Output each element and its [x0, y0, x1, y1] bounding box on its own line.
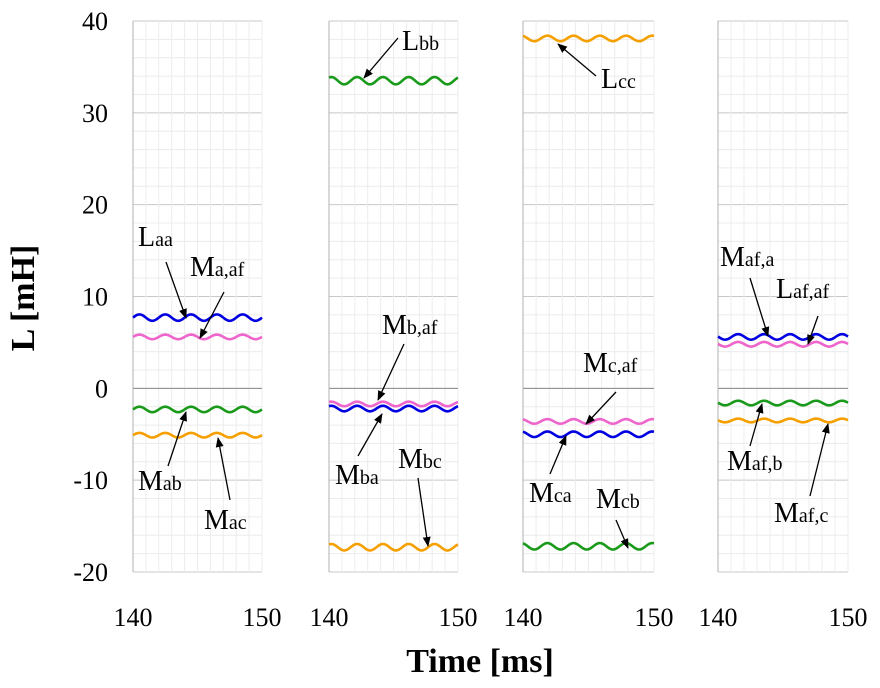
annotation-label: Laf,af	[776, 274, 830, 305]
y-tick-label: 20	[82, 191, 108, 220]
series-line-maf-b	[717, 399, 849, 407]
annotation-label: Maf,a	[720, 242, 774, 273]
series-line-lcc	[522, 34, 655, 43]
y-tick-label: -10	[73, 466, 108, 495]
axis-layer	[132, 21, 848, 572]
annotation-arrow	[167, 411, 187, 467]
x-tick-label: 150	[635, 603, 674, 632]
annotation-label: Laa	[138, 222, 173, 253]
y-tick-label: 0	[95, 374, 108, 403]
annotation-arrow	[199, 291, 225, 339]
y-tick-label: 40	[82, 7, 108, 36]
series-line-mba	[328, 404, 459, 413]
series-line-laa	[132, 313, 263, 323]
y-tick-label: 10	[82, 283, 108, 312]
annotation-label: Mac	[204, 505, 247, 536]
series-line-mac	[132, 431, 263, 439]
annotation-label: Ma,af	[190, 252, 245, 283]
annotation-arrow	[165, 261, 187, 319]
annotation-label: Mbc	[398, 444, 442, 475]
x-tick-label: 150	[829, 603, 868, 632]
x-tick-label: 150	[243, 603, 282, 632]
series-line-mab	[132, 405, 263, 414]
x-axis-title: Time [ms]	[406, 643, 554, 680]
series-line-mbc	[328, 542, 459, 552]
annotation-label: Maf,c	[774, 498, 828, 529]
x-tick-label: 140	[504, 603, 543, 632]
annotation-arrow	[749, 277, 770, 337]
x-tick-label: 140	[699, 603, 738, 632]
annotation-label: Maf,b	[727, 446, 782, 477]
annotation-arrow	[809, 423, 830, 497]
series-line-maf-a	[717, 332, 849, 341]
annotation-arrow	[417, 477, 431, 547]
series-line-ma-af	[132, 333, 263, 341]
annotation-label: Lbb	[402, 26, 439, 57]
annotation-label: Mcb	[596, 484, 640, 515]
x-tick-label: 150	[439, 603, 478, 632]
annotation-arrow	[807, 315, 819, 345]
y-tick-label: 30	[82, 99, 108, 128]
annotation-label: Mba	[335, 460, 379, 491]
x-tick-label: 140	[114, 603, 153, 632]
annotation-arrow	[749, 403, 764, 447]
series-line-mca	[522, 430, 655, 439]
annotation-arrow	[615, 519, 629, 549]
annotation-layer: Laa Ma,af Mab Mac Lbb Mb,af Mba Mbc Lcc Mc,af Mca M…	[138, 26, 830, 549]
x-tick-label: 140	[310, 603, 349, 632]
annotation-label: Mb,af	[382, 310, 438, 341]
annotation-arrow	[357, 413, 383, 457]
annotation-label: Mc,af	[583, 348, 638, 379]
y-tick-label: -20	[73, 558, 108, 587]
annotation-arrow	[549, 435, 567, 475]
annotation-label: Mca	[529, 478, 572, 509]
annotation-label: Mab	[138, 466, 182, 497]
grid-layer	[132, 20, 849, 573]
annotation-arrow	[557, 43, 597, 77]
annotation-arrow	[215, 437, 231, 501]
series-line-mcb	[522, 541, 655, 551]
annotation-arrow	[377, 343, 405, 401]
label-layer: Time [ms] L [mH] 140 150 140 150 140 150 140 15…	[5, 7, 868, 680]
series-line-laf-af	[717, 340, 849, 348]
annotation-arrow	[585, 391, 617, 425]
annotation-arrow	[363, 37, 399, 79]
series-line-mb-af	[328, 400, 459, 408]
series-line-lbb	[328, 75, 459, 86]
series-line-maf-c	[717, 417, 849, 424]
y-axis-title: L [mH]	[5, 245, 42, 352]
annotation-label: Lcc	[601, 64, 636, 95]
